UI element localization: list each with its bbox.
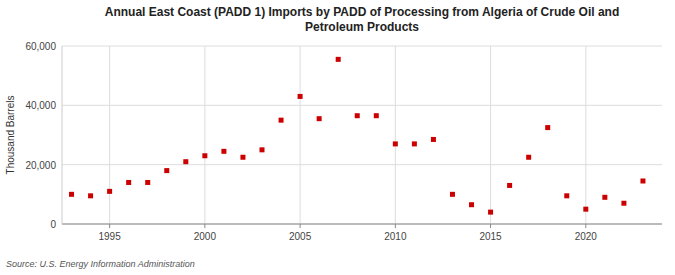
x-grid-line (395, 46, 396, 224)
point (183, 159, 188, 164)
point (221, 149, 226, 154)
points (69, 57, 645, 215)
point (164, 168, 169, 173)
source-note: Source: U.S. Energy Information Administ… (6, 259, 195, 269)
point (69, 192, 74, 197)
point (145, 180, 150, 185)
point (602, 195, 607, 200)
point (412, 141, 417, 146)
point (507, 183, 512, 188)
point (336, 57, 341, 62)
x-tick (109, 224, 110, 228)
point (450, 192, 455, 197)
point (374, 113, 379, 118)
y-grid-line (62, 164, 662, 165)
point (317, 116, 322, 121)
x-tick-label: 2005 (289, 231, 312, 242)
point (88, 193, 93, 198)
x-tick (204, 224, 205, 228)
point (469, 202, 474, 207)
point (564, 193, 569, 198)
x-tick-label: 1995 (98, 231, 121, 242)
point (621, 201, 626, 206)
x-tick (395, 224, 396, 228)
y-axis-label: Thousand Barrels (5, 96, 16, 175)
y-tick-label: 0 (50, 219, 56, 230)
point (126, 180, 131, 185)
x-tick (300, 224, 301, 228)
point (298, 94, 303, 99)
point (355, 113, 360, 118)
title-line: Annual East Coast (PADD 1) Imports by PA… (105, 5, 620, 19)
point (545, 125, 550, 130)
x-grid-line (109, 46, 110, 224)
chart: Annual East Coast (PADD 1) Imports by PA… (0, 0, 675, 275)
grid (62, 46, 662, 224)
title: Annual East Coast (PADD 1) Imports by PA… (105, 5, 620, 34)
y-tick-label: 40,000 (25, 100, 56, 111)
x-grid-line (585, 46, 586, 224)
point (526, 155, 531, 160)
y-axis-line (62, 46, 63, 224)
x-tick-label: 2000 (194, 231, 217, 242)
x-axis-line (62, 224, 662, 225)
point (488, 210, 493, 215)
point (107, 189, 112, 194)
point (202, 153, 207, 158)
point (431, 137, 436, 142)
point (260, 147, 265, 152)
point (240, 155, 245, 160)
x-grid-line (490, 46, 491, 224)
point (393, 141, 398, 146)
x-tick-label: 2020 (575, 231, 598, 242)
x-grid-line (204, 46, 205, 224)
x-tick (585, 224, 586, 228)
x-tick-label: 2010 (384, 231, 407, 242)
point (583, 207, 588, 212)
title-line: Petroleum Products (305, 20, 419, 34)
y-tick-label: 60,000 (25, 41, 56, 52)
y-grid-line (62, 224, 662, 225)
x-grid-line (300, 46, 301, 224)
y-grid-line (62, 105, 662, 106)
x-tick (490, 224, 491, 228)
point (640, 178, 645, 183)
y-tick-label: 20,000 (25, 160, 56, 171)
point (279, 118, 284, 123)
x-tick-label: 2015 (479, 231, 502, 242)
y-grid-line (62, 46, 662, 47)
